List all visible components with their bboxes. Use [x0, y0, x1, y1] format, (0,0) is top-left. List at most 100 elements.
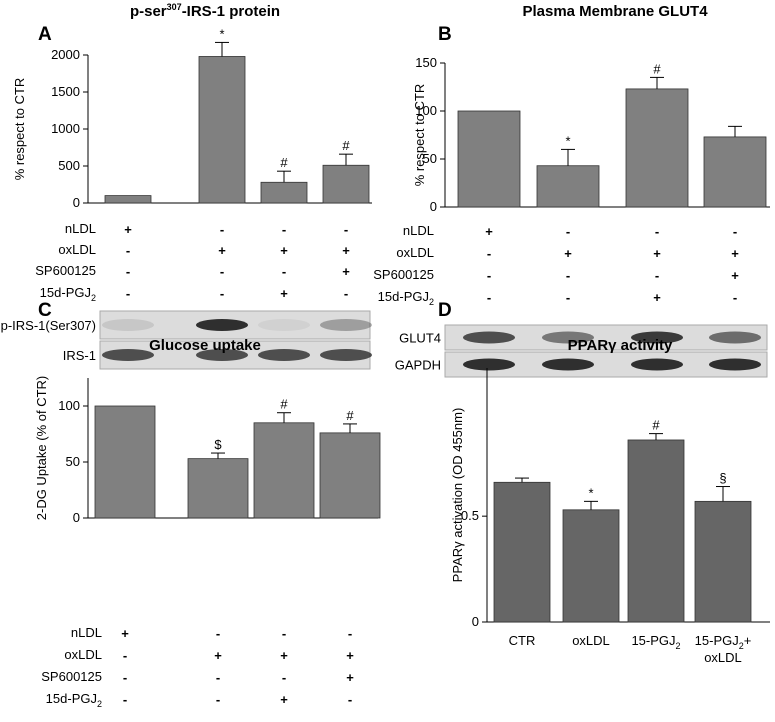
- treatment-label: oxLDL: [58, 242, 96, 257]
- text-part: oxLDL: [572, 633, 610, 648]
- treatment-sign: +: [218, 243, 226, 258]
- x-tick-label: 15-PGJ2+ oxLDL: [695, 633, 752, 665]
- blot-band: [542, 331, 594, 344]
- blot-band: [463, 358, 515, 371]
- treatment-sign: -: [220, 286, 224, 301]
- y-tick-label: 100: [415, 103, 437, 118]
- treatment-sign: -: [282, 222, 286, 237]
- treatment-sign: -: [126, 286, 130, 301]
- text-part: 2: [429, 297, 434, 307]
- text-part: CTR: [509, 633, 536, 648]
- treatment-sign: -: [126, 264, 130, 279]
- chart-title: PPARγ activity: [568, 337, 673, 354]
- text-part: 15d-PGJ: [40, 285, 91, 300]
- panel-letter: A: [38, 24, 52, 45]
- blot-band: [320, 319, 372, 331]
- y-tick-label: 2000: [51, 47, 80, 62]
- treatment-sign: -: [123, 670, 127, 685]
- treatment-sign: +: [214, 648, 222, 663]
- blot-label: GAPDH: [395, 358, 441, 373]
- bar: [694, 500, 752, 623]
- treatment-sign: -: [733, 224, 737, 239]
- treatment-sign: +: [280, 648, 288, 663]
- treatment-sign: -: [566, 290, 570, 305]
- treatment-sign: +: [346, 670, 354, 685]
- treatment-sign: -: [282, 264, 286, 279]
- chart-title: p-ser307-IRS-1 protein: [130, 2, 280, 20]
- treatment-sign: +: [485, 224, 493, 239]
- treatment-sign: +: [121, 626, 129, 641]
- treatment-sign: +: [653, 290, 661, 305]
- text-part: 15d-PGJ: [46, 691, 97, 706]
- chart-title: Glucose uptake: [149, 337, 261, 354]
- bar: [187, 458, 249, 519]
- y-tick-label: 0: [430, 199, 437, 214]
- treatment-sign: -: [216, 626, 220, 641]
- y-tick-label: 0.5: [461, 508, 479, 523]
- y-tick-label: 1500: [51, 84, 80, 99]
- treatment-sign: +: [124, 222, 132, 237]
- y-tick-label: 150: [415, 55, 437, 70]
- treatment-sign: -: [123, 648, 127, 663]
- treatment-sign: -: [123, 692, 127, 707]
- treatment-sign: -: [344, 286, 348, 301]
- y-tick-label: 50: [423, 151, 437, 166]
- treatment-label: nLDL: [403, 223, 434, 238]
- text-part: 15d-PGJ: [378, 289, 429, 304]
- text-part: 15-PGJ: [631, 633, 675, 648]
- blot-band: [196, 349, 248, 361]
- treatment-sign: +: [342, 264, 350, 279]
- significance-marker: *: [565, 133, 570, 148]
- text-part: 2: [91, 293, 96, 303]
- y-tick-label: 0: [73, 195, 80, 210]
- treatment-sign: -: [655, 268, 659, 283]
- y-tick-label: 50: [66, 454, 80, 469]
- panel-letter: C: [38, 300, 52, 321]
- bar: [493, 481, 551, 623]
- treatment-sign: -: [282, 670, 286, 685]
- blot-band: [709, 358, 761, 371]
- blot-band: [320, 349, 372, 361]
- y-tick-label: 0: [472, 614, 479, 629]
- significance-marker: #: [280, 397, 288, 412]
- treatment-label: oxLDL: [64, 647, 102, 662]
- treatment-sign: -: [282, 626, 286, 641]
- treatment-label: SP600125: [373, 267, 434, 282]
- treatment-label: 15d-PGJ2: [46, 691, 102, 709]
- treatment-label: oxLDL: [396, 245, 434, 260]
- treatment-sign: -: [487, 268, 491, 283]
- significance-marker: *: [219, 26, 224, 41]
- bar: [104, 195, 152, 204]
- treatment-sign: +: [564, 246, 572, 261]
- bar: [322, 164, 370, 204]
- treatment-sign: -: [216, 692, 220, 707]
- significance-marker: #: [342, 138, 350, 153]
- blot-band: [196, 319, 248, 331]
- significance-marker: #: [280, 155, 288, 170]
- text-part: 2: [739, 641, 744, 651]
- treatment-sign: +: [342, 243, 350, 258]
- treatment-sign: +: [731, 268, 739, 283]
- text-part: 2: [676, 641, 681, 651]
- treatment-label: 15d-PGJ2: [378, 289, 434, 307]
- x-tick-label: CTR: [509, 633, 536, 648]
- treatment-sign: +: [653, 246, 661, 261]
- text-part: 2: [97, 699, 102, 709]
- bar: [198, 56, 246, 204]
- treatment-sign: -: [126, 243, 130, 258]
- treatment-sign: -: [487, 290, 491, 305]
- treatment-sign: -: [348, 626, 352, 641]
- treatment-sign: +: [731, 246, 739, 261]
- treatment-label: SP600125: [41, 669, 102, 684]
- bar: [703, 136, 767, 208]
- treatment-sign: -: [344, 222, 348, 237]
- text-part: 15-PGJ: [695, 633, 739, 648]
- blot-label: GLUT4: [399, 331, 441, 346]
- blot-band: [631, 358, 683, 371]
- bar: [457, 110, 521, 208]
- blot-label: IRS-1: [63, 348, 96, 363]
- treatment-sign: -: [655, 224, 659, 239]
- x-tick-label: oxLDL: [572, 633, 610, 648]
- y-tick-label: 500: [58, 158, 80, 173]
- blot-band: [258, 319, 310, 331]
